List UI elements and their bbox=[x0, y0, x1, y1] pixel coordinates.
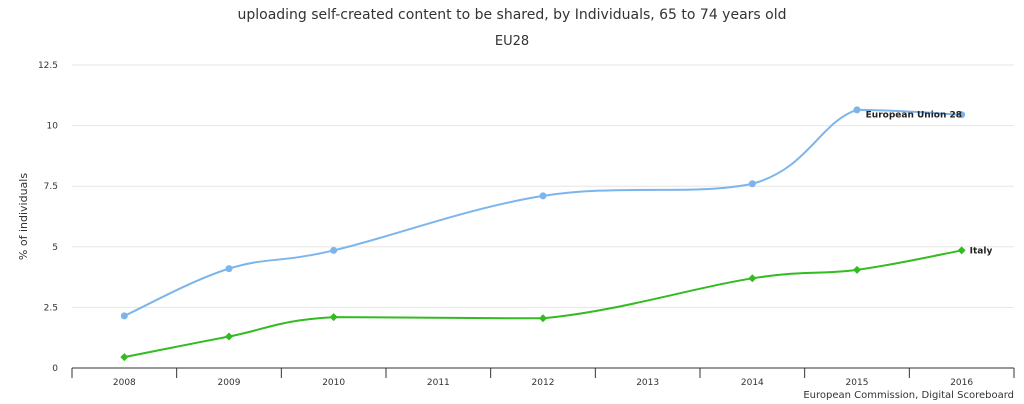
data-point[interactable] bbox=[120, 312, 128, 320]
y-tick-label: 7.5 bbox=[44, 182, 58, 192]
y-tick-label: 10 bbox=[47, 122, 59, 132]
data-point[interactable] bbox=[225, 332, 233, 341]
data-point[interactable] bbox=[748, 180, 756, 188]
y-tick-label: 2.5 bbox=[44, 303, 58, 313]
data-point[interactable] bbox=[748, 274, 757, 283]
data-point[interactable] bbox=[853, 106, 861, 114]
chart-subtitle: EU28 bbox=[494, 34, 530, 49]
data-point[interactable] bbox=[120, 353, 129, 362]
data-point[interactable] bbox=[958, 111, 966, 119]
y-axis-title: % of individuals bbox=[17, 173, 30, 260]
x-tick-label: 2016 bbox=[950, 378, 973, 388]
data-point[interactable] bbox=[329, 313, 338, 322]
chart-title: uploading self-created content to be sha… bbox=[237, 7, 787, 23]
series-label: European Union 28 bbox=[866, 111, 962, 121]
data-point[interactable] bbox=[225, 265, 233, 273]
credits-link[interactable]: European Commission, Digital Scoreboard bbox=[803, 390, 1014, 401]
data-point[interactable] bbox=[853, 265, 861, 274]
x-tick-label: 2009 bbox=[218, 378, 241, 388]
data-point[interactable] bbox=[330, 246, 338, 254]
x-tick-label: 2014 bbox=[741, 378, 764, 388]
x-tick-label: 2012 bbox=[532, 378, 555, 388]
series-line-italy bbox=[124, 249, 962, 359]
series-label: Italy bbox=[970, 246, 993, 256]
x-tick-label: 2013 bbox=[636, 378, 659, 388]
y-tick-label: 12.5 bbox=[38, 61, 58, 71]
x-tick-label: 2015 bbox=[846, 378, 869, 388]
x-tick-label: 2010 bbox=[322, 378, 345, 388]
x-tick-label: 2008 bbox=[113, 378, 136, 388]
series-line-european-union-28 bbox=[123, 108, 962, 317]
y-tick-label: 0 bbox=[52, 364, 58, 374]
data-point[interactable] bbox=[957, 246, 966, 255]
y-tick-label: 5 bbox=[52, 243, 58, 253]
data-point[interactable] bbox=[539, 314, 547, 323]
x-tick-label: 2011 bbox=[427, 378, 450, 388]
data-point[interactable] bbox=[539, 192, 547, 200]
